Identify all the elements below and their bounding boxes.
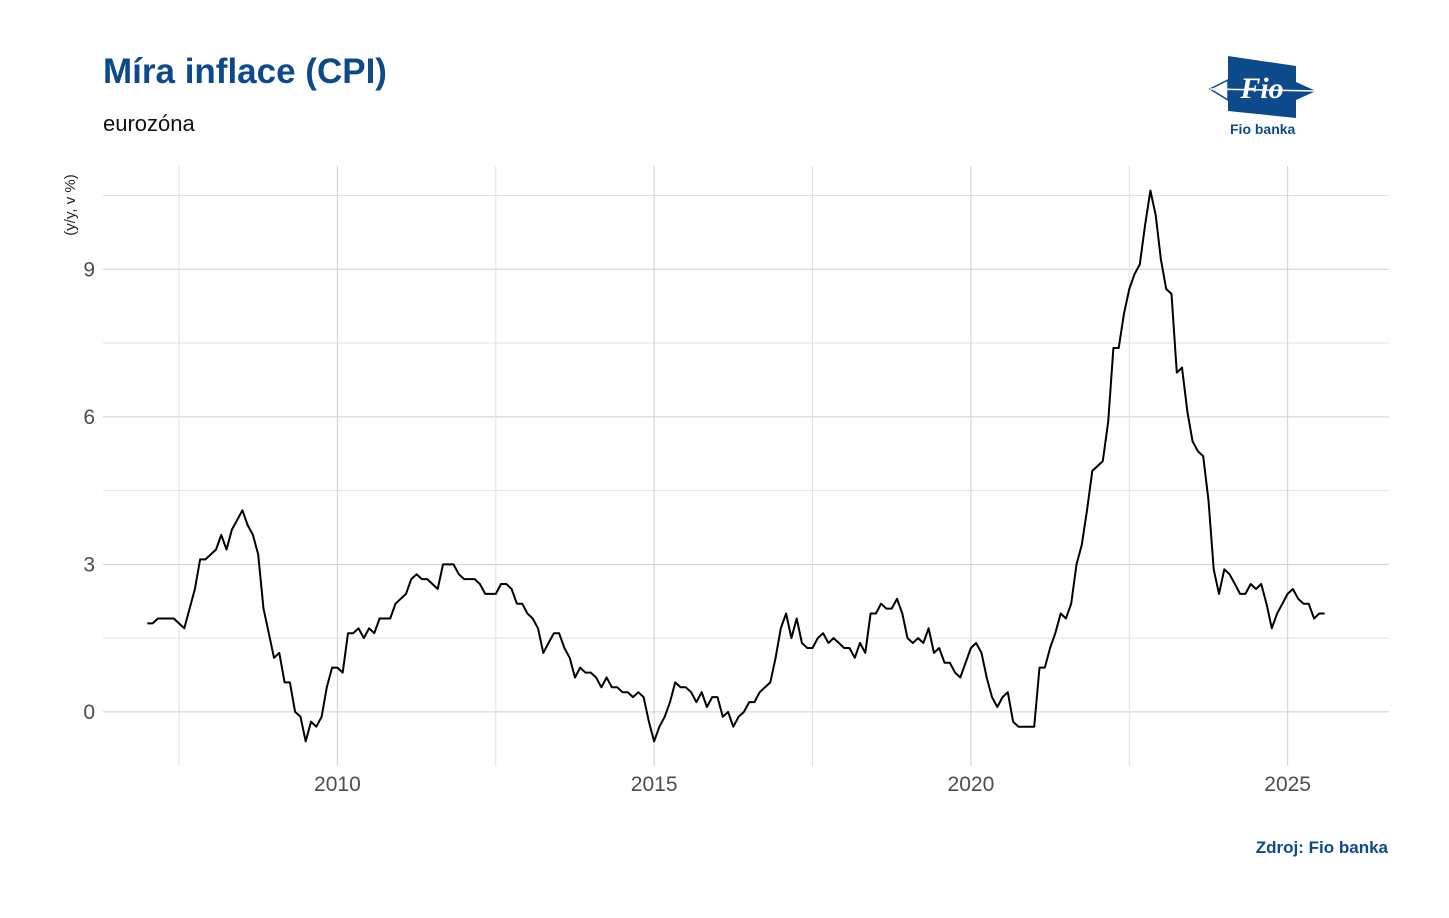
fio-logo-icon: Fio [1208,56,1317,118]
x-tick-label: 2010 [314,773,361,796]
x-axis-ticks: 2010 2015 2020 2025 [314,773,1311,796]
grid [103,166,1389,766]
y-tick-label: 0 [83,701,95,724]
x-tick-label: 2015 [631,773,678,796]
x-tick-label: 2020 [948,773,995,796]
y-tick-label: 6 [83,406,95,429]
logo-mark: Fio [1239,72,1283,105]
source-note: Zdroj: Fio banka [1255,838,1388,857]
chart-title: Míra inflace (CPI) [103,52,387,91]
logo-name: Fio banka [1230,121,1296,137]
chart-subtitle: eurozóna [103,111,195,136]
y-axis-ticks: 0 3 6 9 [83,258,95,724]
y-tick-label: 9 [83,258,95,281]
y-axis-label: (y/y, v %) [62,174,79,235]
y-tick-label: 3 [83,553,95,576]
x-tick-label: 2025 [1264,773,1311,796]
series-line-cpi [147,189,1325,743]
